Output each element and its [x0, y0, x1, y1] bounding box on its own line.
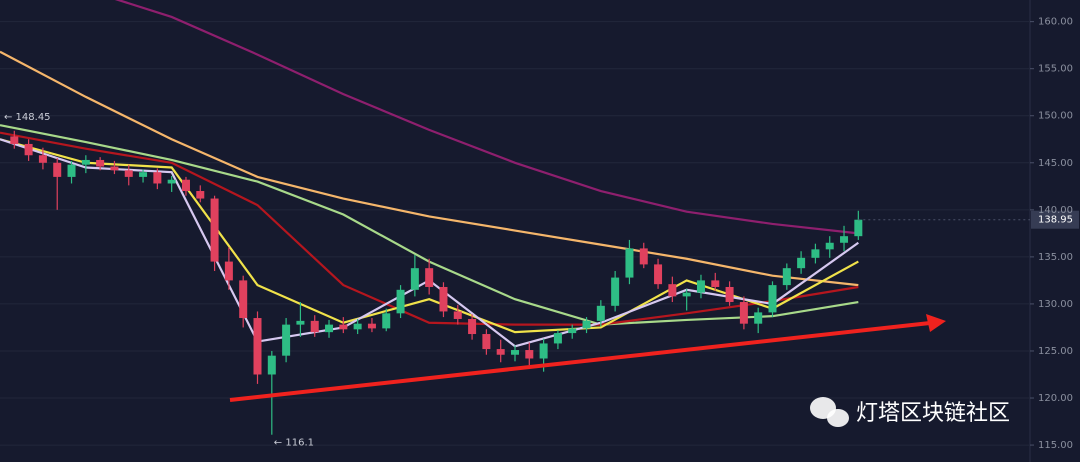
annotations: ← 148.45 ← 116.1 138.95: [4, 112, 1079, 449]
candle-body: [611, 277, 620, 306]
candle-body: [53, 162, 62, 177]
candle-body: [525, 350, 534, 359]
candle-body: [224, 261, 233, 281]
y-tick-label: 155.00: [1038, 64, 1073, 75]
high-label: ← 148.45: [4, 112, 51, 123]
candle-body: [568, 328, 577, 334]
candle-body: [196, 191, 205, 199]
y-tick-label: 125.00: [1038, 346, 1073, 357]
y-tick-label: 130.00: [1038, 299, 1073, 310]
candle-body: [797, 257, 806, 269]
candle-body: [253, 318, 262, 375]
trend-arrow: [229, 321, 931, 402]
candle-body: [768, 285, 777, 313]
moving-average-line: [0, 131, 859, 326]
candle-body: [38, 155, 47, 163]
candle-body: [24, 143, 33, 156]
candle-body: [596, 305, 605, 321]
candle-body: [367, 323, 376, 329]
candle-body: [582, 320, 591, 329]
candle-body: [410, 268, 419, 290]
candle-body: [282, 324, 291, 356]
y-tick-label: 150.00: [1038, 111, 1073, 122]
candle-body: [139, 172, 148, 177]
candle-body: [511, 350, 519, 355]
candle-body: [10, 136, 19, 144]
candle-body: [854, 219, 863, 237]
candle-body: [425, 268, 434, 287]
last-price-box: [1031, 210, 1079, 229]
candle-body: [167, 179, 176, 184]
watermark: 灯塔区块链社区: [856, 401, 1010, 426]
candle-body: [553, 333, 562, 344]
candle-body: [396, 289, 405, 314]
candle-body: [668, 284, 677, 297]
candle-body: [439, 286, 448, 312]
candle-body: [482, 334, 491, 350]
candle-body: [339, 324, 348, 330]
watermark-icon: [810, 397, 849, 427]
trend-arrow-head: [926, 314, 946, 332]
moving-average-line: [0, 50, 859, 287]
candles: [10, 130, 863, 435]
candle-body: [639, 248, 648, 265]
candle-body: [840, 236, 849, 243]
candle-body: [310, 320, 319, 333]
candle-body: [468, 318, 477, 335]
last-price-label: 138.95: [1038, 215, 1073, 226]
candle-body: [181, 179, 190, 192]
y-tick-label: 145.00: [1038, 158, 1073, 169]
candle-body: [267, 355, 276, 375]
candle-body: [453, 311, 462, 319]
candle-body: [81, 159, 90, 165]
candle-body: [625, 248, 634, 278]
candle-body: [811, 249, 820, 258]
candle-body: [110, 166, 119, 171]
candle-body: [153, 172, 162, 184]
candle-body: [696, 280, 705, 293]
y-tick-label: 120.00: [1038, 393, 1073, 404]
candle-body: [496, 349, 505, 355]
candle-body: [654, 264, 663, 285]
candle-body: [754, 312, 763, 324]
candle-body: [96, 159, 105, 167]
y-tick-label: 160.00: [1038, 17, 1073, 28]
candle-body: [739, 302, 748, 324]
candle-body: [782, 268, 791, 286]
y-tick-label: 135.00: [1038, 252, 1073, 263]
moving-average-line: [114, 0, 859, 235]
candle-body: [67, 164, 76, 177]
candle-body: [825, 242, 834, 250]
candle-body: [539, 343, 548, 359]
candle-body: [682, 292, 691, 297]
candle-body: [725, 286, 734, 303]
y-tick-label: 115.00: [1038, 440, 1073, 451]
candle-body: [382, 313, 391, 329]
candle-body: [353, 323, 362, 330]
candle-body: [296, 320, 305, 325]
candle-body: [210, 198, 219, 262]
candle-body: [325, 324, 334, 333]
candle-body: [124, 170, 133, 177]
y-tick-label: 140.00: [1038, 205, 1073, 216]
candle-body: [711, 280, 720, 287]
low-label: ← 116.1: [274, 438, 314, 449]
grid: [0, 21, 1030, 446]
candle-body: [239, 280, 248, 319]
